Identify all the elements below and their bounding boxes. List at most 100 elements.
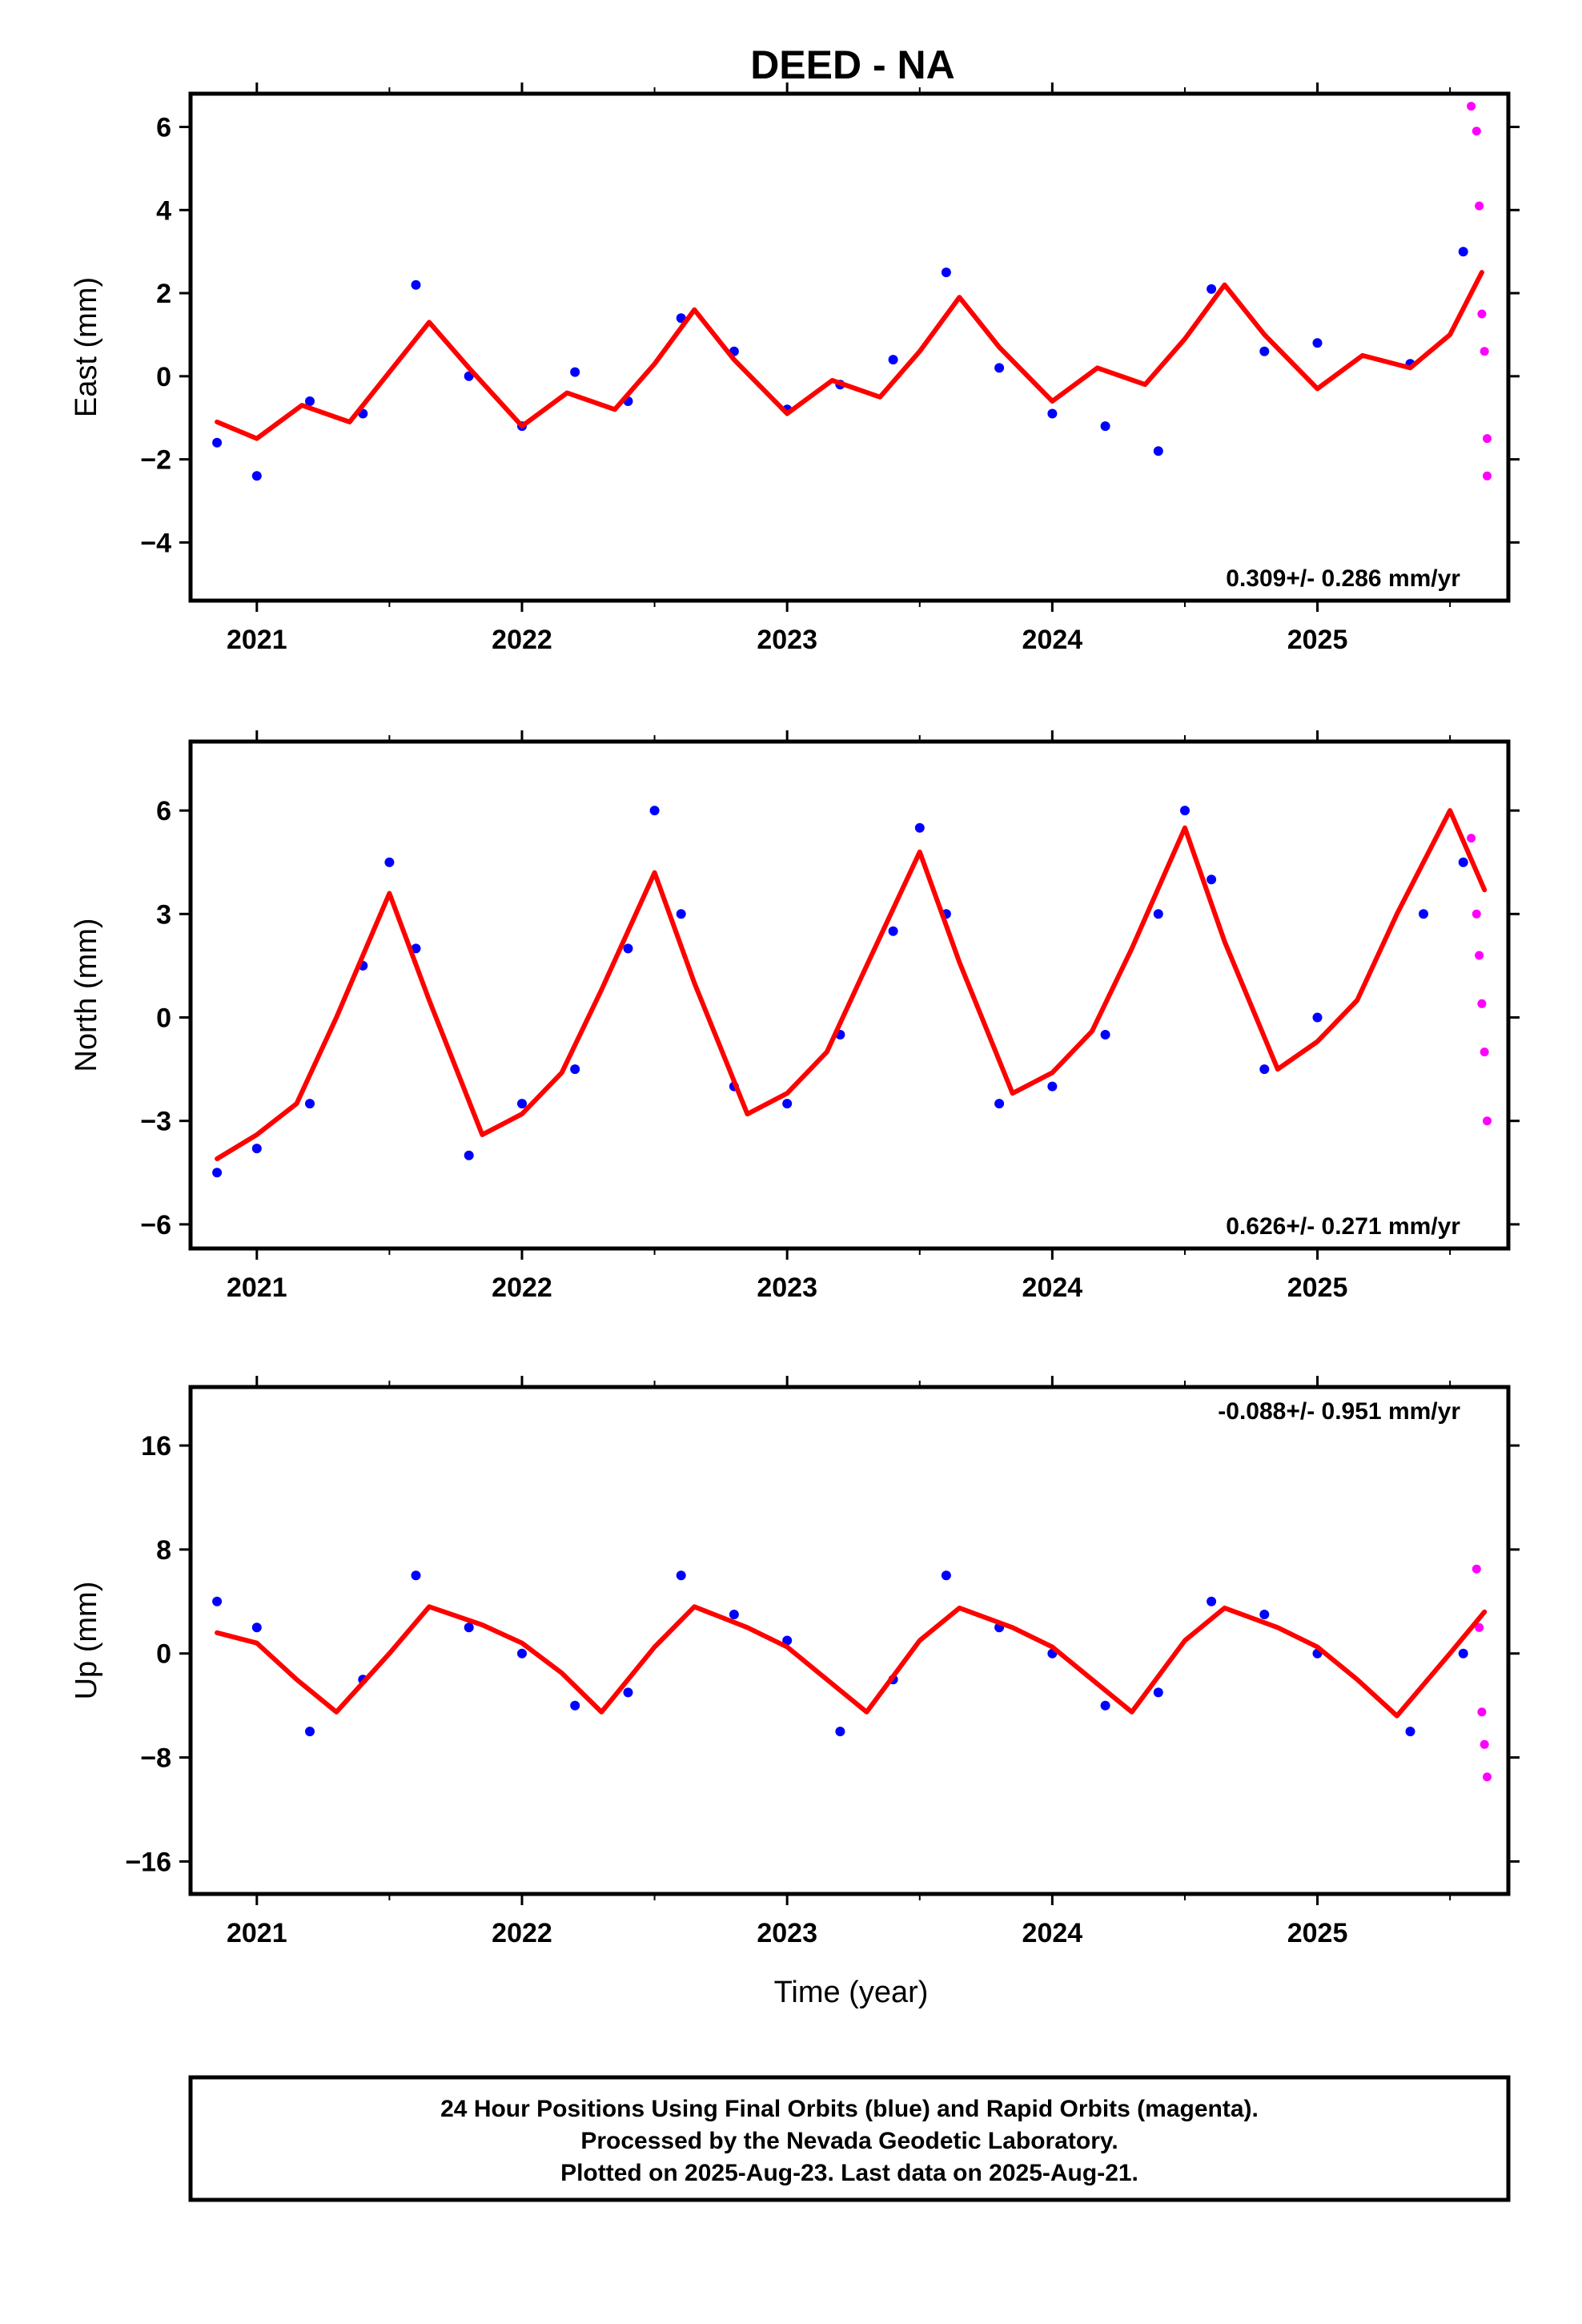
north-y-tick-label: −6 <box>140 1210 171 1240</box>
north-final-point <box>623 943 633 954</box>
north-final-point <box>994 1099 1005 1109</box>
east-rapid-point <box>1483 471 1492 480</box>
east-final-point <box>1207 283 1217 294</box>
east-rapid-point <box>1477 309 1487 319</box>
up-model-curve <box>215 1604 1488 1719</box>
up-y-axis-label: Up (mm) <box>70 1582 103 1700</box>
east-rapid-point <box>1480 347 1489 356</box>
north-final-point <box>782 1099 793 1109</box>
footer-line-3: Plotted on 2025-Aug-23. Last data on 202… <box>560 2160 1138 2186</box>
east-y-tick-label: 4 <box>156 195 171 226</box>
north-final-point <box>1207 875 1217 885</box>
east-y-axis-label: East (mm) <box>70 277 103 417</box>
up-final-point <box>464 1622 474 1633</box>
east-final-point <box>1100 421 1110 432</box>
north-final-point <box>517 1099 527 1109</box>
up-final-point <box>941 1570 951 1581</box>
north-final-point <box>1180 806 1190 816</box>
east-final-point <box>1047 408 1058 419</box>
up-panel: 2021 2022 2023 2024 2025 −16 −8 0 8 16 Up (mm) -0.0… <box>70 1376 1520 1948</box>
north-y-tick-label: −3 <box>140 1107 171 1137</box>
north-model-curve <box>215 808 1488 1161</box>
north-final-point <box>411 943 421 954</box>
up-final-point <box>1100 1700 1110 1711</box>
north-y-tick-label: 6 <box>156 796 171 826</box>
east-y-tick-label: 0 <box>156 362 171 392</box>
east-final-point <box>570 367 580 377</box>
east-y-tick-label: −4 <box>140 528 171 558</box>
east-model-curve <box>215 270 1484 441</box>
north-x-tick-label: 2023 <box>757 1273 817 1303</box>
east-final-point <box>1458 247 1468 257</box>
north-final-point <box>384 857 395 867</box>
up-final-point <box>676 1570 686 1581</box>
east-final-point <box>305 396 315 406</box>
up-final-point <box>1458 1648 1468 1659</box>
north-x-tick-label: 2024 <box>1022 1273 1083 1303</box>
east-rate-label: 0.309+/- 0.286 mm/yr <box>1226 565 1460 592</box>
up-final-point <box>729 1610 739 1619</box>
up-rapid-point <box>1477 1707 1487 1717</box>
north-final-point <box>305 1099 315 1109</box>
up-y-tick-label: −16 <box>125 1847 171 1877</box>
north-final-point <box>676 909 686 919</box>
north-rapid-point <box>1475 951 1484 960</box>
up-frame <box>188 1385 1511 1896</box>
east-final-point <box>251 471 262 481</box>
up-y-tick-label: −8 <box>140 1743 171 1774</box>
north-y-tick-label: 0 <box>156 1003 171 1033</box>
up-plot-area <box>212 1564 1492 1782</box>
up-final-point <box>570 1700 580 1711</box>
north-final-point <box>212 1168 223 1178</box>
up-final-point <box>251 1622 262 1633</box>
north-final-point <box>914 822 925 833</box>
east-x-tick-label: 2021 <box>227 625 287 655</box>
east-final-point <box>941 267 951 278</box>
east-final-point <box>994 363 1005 373</box>
up-final-point <box>1405 1727 1415 1737</box>
footer-line-2: Processed by the Nevada Geodetic Laborat… <box>580 2128 1118 2154</box>
up-x-tick-label: 2025 <box>1287 1918 1348 1948</box>
east-y-tick-label: −2 <box>140 445 171 476</box>
north-x-tick-label: 2025 <box>1287 1273 1348 1303</box>
east-x-tick-label: 2023 <box>757 625 817 655</box>
north-rapid-point <box>1480 1047 1489 1057</box>
footer-box: 24 Hour Positions Using Final Orbits (bl… <box>188 2075 1511 2202</box>
up-y-tick-label: 8 <box>156 1535 171 1566</box>
up-rapid-point <box>1472 1564 1481 1574</box>
up-final-point <box>305 1727 315 1737</box>
east-rapid-point <box>1472 127 1481 136</box>
up-rapid-point <box>1480 1739 1489 1749</box>
east-final-point <box>212 437 223 448</box>
up-y-tick-label: 0 <box>156 1639 171 1670</box>
north-rate-label: 0.626+/- 0.271 mm/yr <box>1226 1213 1460 1240</box>
up-rate-label: -0.088+/- 0.951 mm/yr <box>1218 1398 1460 1425</box>
north-rapid-point <box>1477 999 1487 1008</box>
north-final-point <box>1153 909 1163 919</box>
up-x-tick-label: 2023 <box>757 1918 817 1948</box>
north-rapid-point <box>1483 1116 1492 1126</box>
east-y-tick-label: 2 <box>156 279 171 309</box>
up-x-tick-label: 2021 <box>227 1918 287 1948</box>
up-x-tick-label: 2022 <box>492 1918 552 1948</box>
east-panel: 2021 2022 2023 2024 2025 −4 −2 0 2 4 6 East (mm) 0.3… <box>70 82 1520 655</box>
up-final-point <box>411 1570 421 1581</box>
east-final-point <box>676 313 686 324</box>
east-x-tick-label: 2024 <box>1022 625 1083 655</box>
up-x-tick-label: 2024 <box>1022 1918 1083 1948</box>
up-final-point <box>212 1596 223 1606</box>
north-final-point <box>1458 857 1468 867</box>
north-x-tick-label: 2022 <box>492 1273 552 1303</box>
north-final-point <box>1419 909 1428 919</box>
east-x-tick-label: 2025 <box>1287 625 1348 655</box>
east-final-point <box>1259 346 1270 356</box>
up-final-point <box>623 1687 633 1698</box>
east-plot-area <box>212 102 1492 481</box>
up-final-point <box>782 1635 793 1646</box>
up-y-tick-label: 16 <box>141 1431 171 1462</box>
chart-title: DEED - NA <box>750 42 955 87</box>
east-rapid-point <box>1483 434 1492 444</box>
north-frame <box>188 739 1511 1251</box>
east-rapid-point <box>1467 102 1476 111</box>
